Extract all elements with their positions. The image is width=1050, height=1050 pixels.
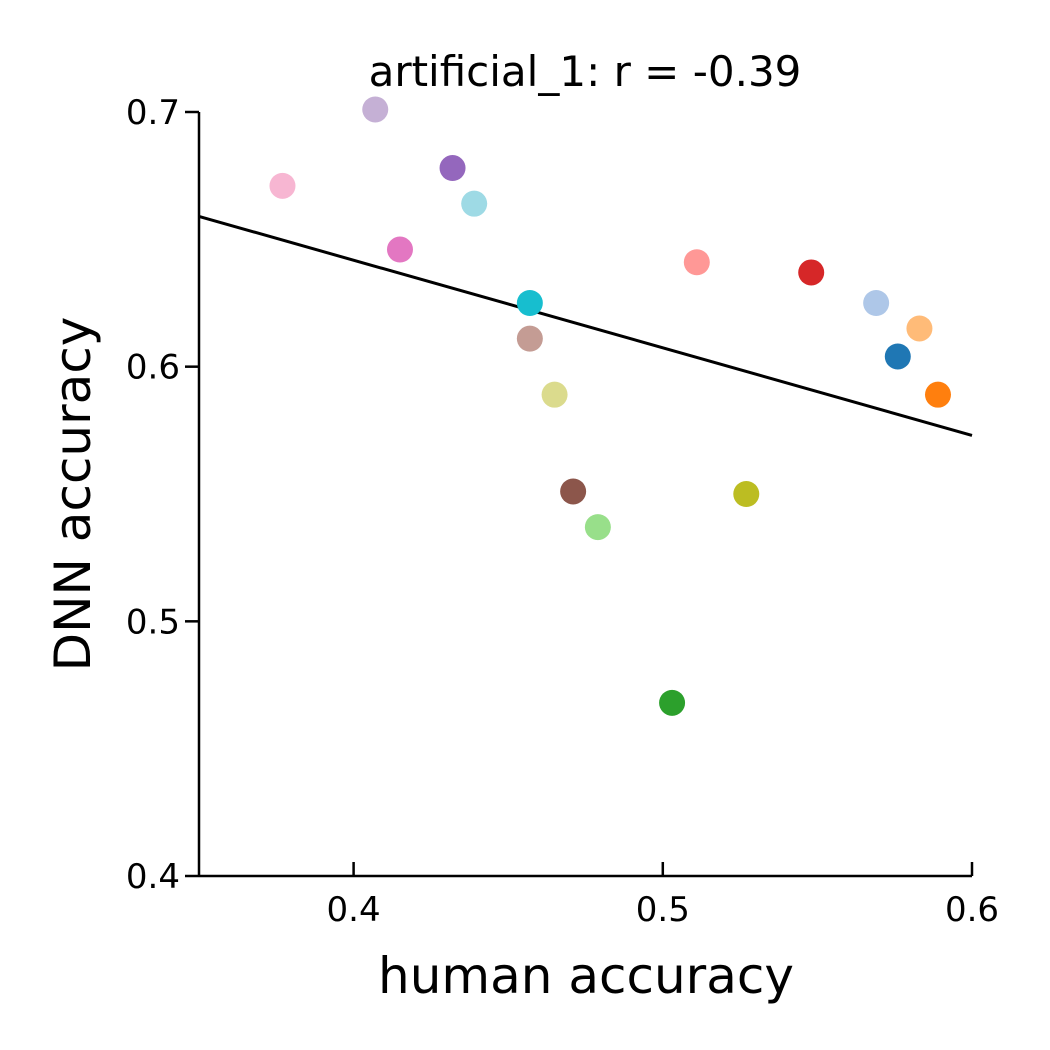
scatter-point	[362, 96, 389, 123]
scatter-point	[541, 381, 568, 408]
scatter-point	[461, 190, 488, 217]
scatter-point	[659, 689, 686, 716]
scatter-point	[683, 249, 710, 276]
scatter-point	[798, 259, 825, 286]
scatter-point	[924, 381, 951, 408]
scatter-point	[516, 290, 543, 316]
regression-line	[198, 214, 973, 437]
scatter-point	[439, 155, 466, 182]
y-tick-label: 0.5	[126, 602, 180, 642]
chart-title: artificial_1: r = -0.39	[369, 47, 802, 96]
x-tick-label: 0.5	[636, 890, 690, 930]
scatter-point	[733, 481, 760, 507]
points-group	[269, 96, 951, 716]
scatter-point	[560, 478, 587, 505]
ticks: 0.4 0.5 0.6 0.4 0.5 0.6 0.7	[126, 93, 999, 930]
x-tick-label: 0.4	[327, 890, 381, 930]
axes	[197, 112, 972, 878]
scatter-point	[906, 315, 933, 342]
x-tick-label: 0.6	[945, 890, 999, 930]
scatter-point	[863, 290, 890, 316]
scatter-point	[884, 343, 911, 370]
y-tick-label: 0.6	[126, 348, 180, 388]
y-tick-label: 0.7	[126, 93, 180, 133]
x-axis-label: human accuracy	[378, 947, 794, 1005]
y-axis-label: DNN accuracy	[44, 317, 102, 672]
scatter-point	[269, 172, 296, 199]
scatter-point	[516, 325, 543, 352]
scatter-point	[386, 236, 413, 263]
y-tick-label: 0.4	[126, 857, 180, 897]
fit-line-group	[198, 214, 973, 437]
scatter-point	[584, 514, 611, 541]
